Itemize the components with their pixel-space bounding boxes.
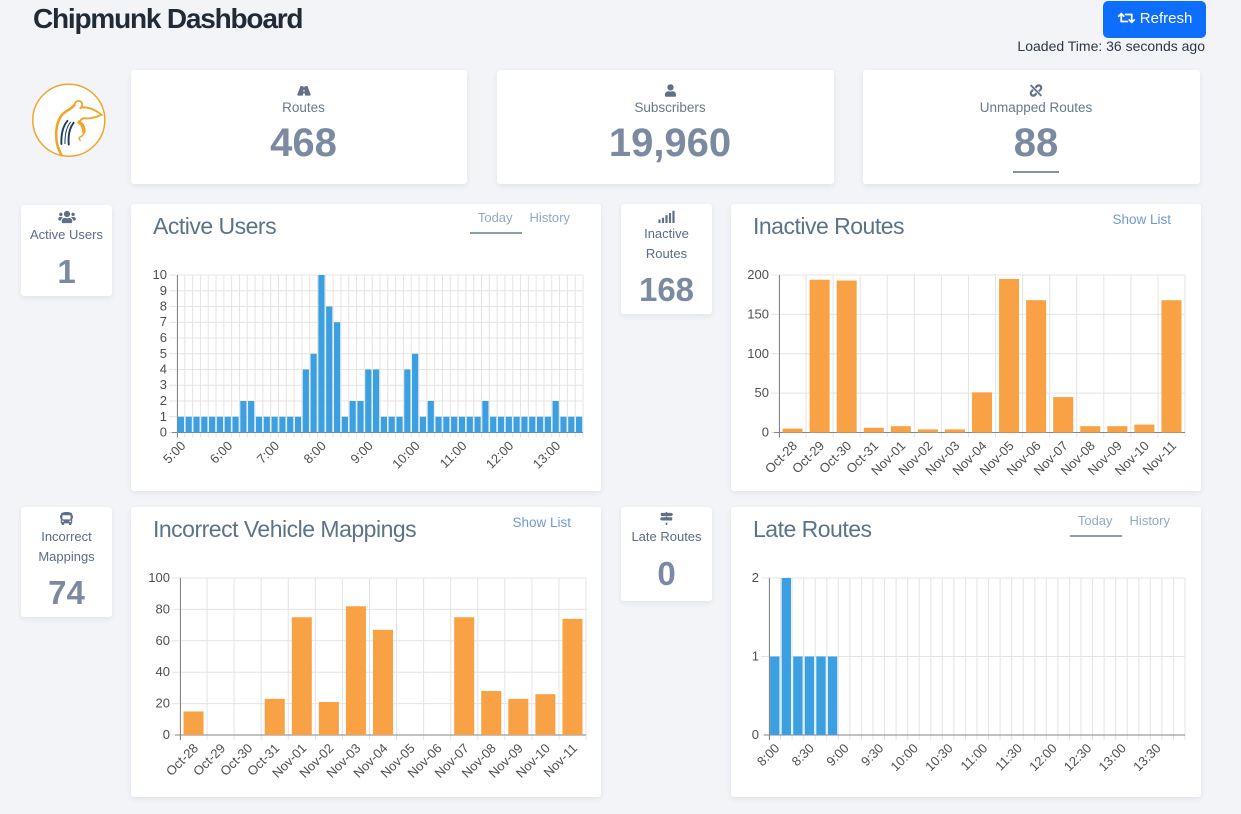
svg-text:0: 0 — [762, 425, 769, 440]
svg-text:9: 9 — [160, 283, 167, 298]
svg-text:2: 2 — [160, 393, 167, 408]
svg-text:13:00: 13:00 — [530, 438, 564, 472]
svg-text:50: 50 — [755, 385, 769, 400]
svg-text:9:30: 9:30 — [858, 741, 887, 770]
svg-text:7: 7 — [160, 314, 167, 329]
svg-text:1: 1 — [752, 649, 759, 664]
svg-text:6:00: 6:00 — [207, 438, 236, 467]
svg-text:8: 8 — [160, 299, 167, 314]
svg-text:4: 4 — [160, 362, 167, 377]
svg-text:5:00: 5:00 — [160, 438, 189, 467]
svg-text:20: 20 — [156, 696, 170, 711]
svg-text:11:00: 11:00 — [437, 438, 470, 471]
svg-text:11:30: 11:30 — [992, 741, 1025, 774]
svg-text:7:00: 7:00 — [254, 438, 283, 467]
svg-text:12:00: 12:00 — [483, 438, 517, 472]
svg-text:0: 0 — [752, 727, 759, 742]
svg-text:10: 10 — [153, 267, 167, 282]
svg-text:80: 80 — [156, 601, 170, 616]
svg-text:8:00: 8:00 — [754, 741, 783, 770]
svg-text:8:00: 8:00 — [301, 438, 330, 467]
svg-text:150: 150 — [747, 306, 769, 321]
svg-text:13:30: 13:30 — [1130, 741, 1164, 775]
svg-text:100: 100 — [148, 570, 170, 585]
svg-text:12:30: 12:30 — [1061, 741, 1095, 775]
svg-text:100: 100 — [747, 346, 769, 361]
svg-text:8:30: 8:30 — [789, 741, 818, 770]
svg-text:5: 5 — [160, 346, 167, 361]
svg-text:10:00: 10:00 — [887, 741, 921, 775]
svg-text:1: 1 — [160, 409, 167, 424]
svg-text:60: 60 — [156, 633, 170, 648]
svg-text:200: 200 — [747, 267, 769, 282]
svg-text:0: 0 — [163, 727, 170, 742]
svg-text:10:00: 10:00 — [389, 438, 423, 472]
svg-text:10:30: 10:30 — [922, 741, 956, 775]
svg-text:9:00: 9:00 — [347, 438, 376, 467]
svg-text:11:00: 11:00 — [957, 741, 990, 774]
svg-text:2: 2 — [752, 570, 759, 585]
svg-text:3: 3 — [160, 377, 167, 392]
svg-text:0: 0 — [160, 425, 167, 440]
svg-text:13:00: 13:00 — [1095, 741, 1129, 775]
svg-text:12:00: 12:00 — [1026, 741, 1060, 775]
svg-text:40: 40 — [156, 664, 170, 679]
svg-text:6: 6 — [160, 330, 167, 345]
svg-text:9:00: 9:00 — [823, 741, 852, 770]
